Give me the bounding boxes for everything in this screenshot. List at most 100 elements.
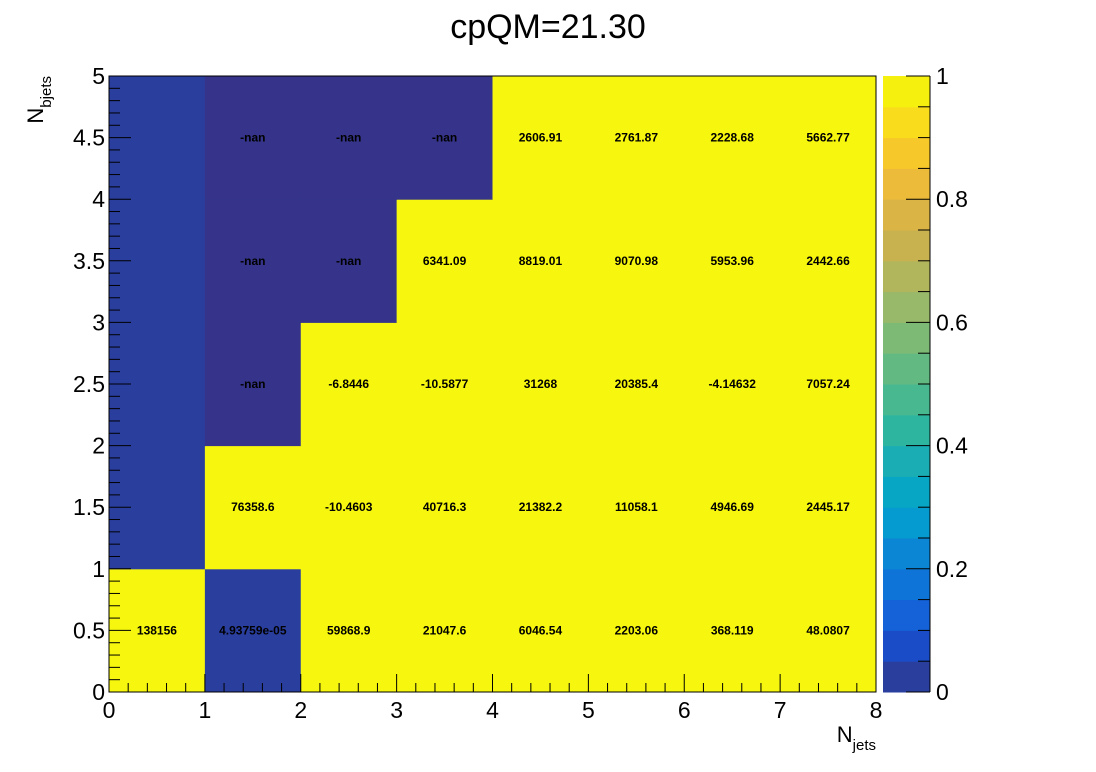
colorbar-swatch bbox=[883, 106, 930, 139]
cell-value-label: 368.119 bbox=[711, 623, 754, 637]
x-axis-title: Njets bbox=[837, 722, 876, 754]
colorbar-tick-label: 1 bbox=[936, 63, 949, 89]
heatmap-cell bbox=[588, 445, 685, 570]
heatmap-cell bbox=[684, 568, 781, 693]
cell-value-label: 6341.09 bbox=[423, 254, 467, 268]
heatmap-cell bbox=[780, 76, 877, 200]
cell-value-label: 2228.68 bbox=[710, 131, 754, 145]
cell-value-label: 4.93759e-05 bbox=[219, 623, 287, 637]
colorbar-swatch bbox=[883, 538, 930, 570]
cell-value-label: 20385.4 bbox=[615, 377, 659, 391]
heatmap-cell bbox=[684, 76, 781, 200]
cell-value-label: 5662.77 bbox=[806, 131, 850, 145]
cell-value-label: 6046.54 bbox=[519, 623, 563, 637]
heatmap-cell bbox=[204, 568, 302, 693]
y-tick-label: 2 bbox=[92, 433, 105, 459]
colorbar-tick-label: 0.6 bbox=[936, 309, 968, 335]
y-tick-label: 0 bbox=[92, 679, 105, 705]
cell-value-label: 59868.9 bbox=[327, 623, 371, 637]
cell-value-labels: 138156 4.93759e-05 59868.9 21047.6 6046.54 22… bbox=[137, 131, 850, 638]
heatmap-cell bbox=[780, 445, 877, 570]
y-tick-label: 3.5 bbox=[73, 248, 105, 274]
colorbar-swatch bbox=[883, 476, 930, 508]
cell-value-label: 7057.24 bbox=[806, 377, 850, 391]
heatmap-cell bbox=[780, 199, 877, 323]
cell-value-label: 48.0807 bbox=[806, 623, 850, 637]
heatmap-cell bbox=[300, 76, 398, 200]
cell-value-label: 5953.96 bbox=[710, 254, 754, 268]
cell-value-label: 21047.6 bbox=[423, 623, 467, 637]
cell-value-label: -nan bbox=[336, 131, 361, 145]
heatmap-cell bbox=[204, 322, 302, 447]
cell-value-label: 2761.87 bbox=[615, 131, 659, 145]
cell-value-label: -10.5877 bbox=[421, 377, 469, 391]
x-axis-title-main: N bbox=[837, 722, 853, 747]
heatmap-cell bbox=[588, 568, 685, 693]
heatmap-cell bbox=[684, 322, 781, 447]
x-axis: 0 1 2 3 4 5 6 7 8 bbox=[103, 674, 883, 723]
y-tick-label: 2.5 bbox=[73, 371, 105, 397]
cell-value-label: 21382.2 bbox=[519, 500, 563, 514]
colorbar-tick-label: 0.8 bbox=[936, 186, 968, 212]
x-tick-label: 2 bbox=[294, 697, 307, 723]
cell-value-label: -nan bbox=[240, 131, 265, 145]
heatmap-cell bbox=[588, 76, 685, 200]
y-axis-title: Nbjets bbox=[23, 76, 55, 124]
x-tick-label: 1 bbox=[198, 697, 211, 723]
cell-value-label: -4.14632 bbox=[709, 377, 757, 391]
cell-value-label: -6.8446 bbox=[328, 377, 369, 391]
colorbar-swatch bbox=[883, 260, 930, 293]
heatmap-cell bbox=[492, 199, 589, 323]
heatmap-cell bbox=[396, 568, 493, 693]
cell-value-label: 2203.06 bbox=[615, 623, 659, 637]
cell-value-label: 2445.17 bbox=[806, 500, 850, 514]
chart-title: cpQM=21.30 bbox=[450, 8, 646, 46]
heatmap-cell bbox=[300, 568, 398, 693]
colorbar-swatch bbox=[883, 168, 930, 200]
heatmap-cell bbox=[300, 322, 398, 447]
y-axis: 0 0.5 1 1.5 2 2.5 3 3.5 4 4.5 5 bbox=[73, 63, 131, 705]
y-axis-title-sub: bjets bbox=[38, 76, 55, 108]
y-tick-label: 4.5 bbox=[73, 125, 105, 151]
heatmap-cell bbox=[396, 322, 493, 447]
heatmap-cell bbox=[684, 445, 781, 570]
colorbar-tick-label: 0.2 bbox=[936, 556, 968, 582]
colorbar-swatch bbox=[883, 599, 930, 631]
cell-value-label: -nan bbox=[432, 131, 457, 145]
x-tick-label: 6 bbox=[678, 697, 691, 723]
colorbar-swatch bbox=[883, 661, 930, 693]
colorbar-tick-label: 0 bbox=[936, 679, 949, 705]
cell-value-label: 9070.98 bbox=[615, 254, 659, 268]
y-tick-label: 0.5 bbox=[73, 617, 105, 643]
heatmap-cell bbox=[588, 322, 685, 447]
cell-value-label: 11058.1 bbox=[615, 500, 658, 514]
x-tick-label: 3 bbox=[390, 697, 403, 723]
y-tick-label: 3 bbox=[92, 309, 105, 335]
heatmap-cell bbox=[204, 199, 302, 323]
cell-value-label: -nan bbox=[336, 254, 361, 268]
heatmap-cell bbox=[588, 199, 685, 323]
color-bar: 0 0.2 0.4 0.6 0.8 1 bbox=[883, 63, 968, 705]
heatmap-cell bbox=[780, 568, 877, 693]
heatmap-cells bbox=[109, 76, 877, 693]
y-tick-label: 4 bbox=[92, 186, 105, 212]
heatmap-cell bbox=[492, 445, 589, 570]
heatmap-cell bbox=[300, 199, 398, 323]
heatmap-cell bbox=[204, 76, 302, 200]
colorbar-tick-label: 0.4 bbox=[936, 433, 968, 459]
y-axis-title-main: N bbox=[23, 108, 48, 124]
heatmap-cell bbox=[492, 76, 589, 200]
colorbar-swatch bbox=[883, 630, 930, 662]
cell-value-label: 4946.69 bbox=[710, 500, 754, 514]
x-tick-label: 0 bbox=[103, 697, 116, 723]
x-tick-label: 8 bbox=[870, 697, 883, 723]
heatmap-cell bbox=[684, 199, 781, 323]
x-tick-label: 7 bbox=[774, 697, 787, 723]
cell-value-label: -10.4603 bbox=[325, 500, 373, 514]
y-tick-label: 1 bbox=[92, 556, 105, 582]
heatmap-cell bbox=[396, 445, 493, 570]
cell-value-label: 76358.6 bbox=[231, 500, 275, 514]
cell-value-label: 31268 bbox=[524, 377, 558, 391]
